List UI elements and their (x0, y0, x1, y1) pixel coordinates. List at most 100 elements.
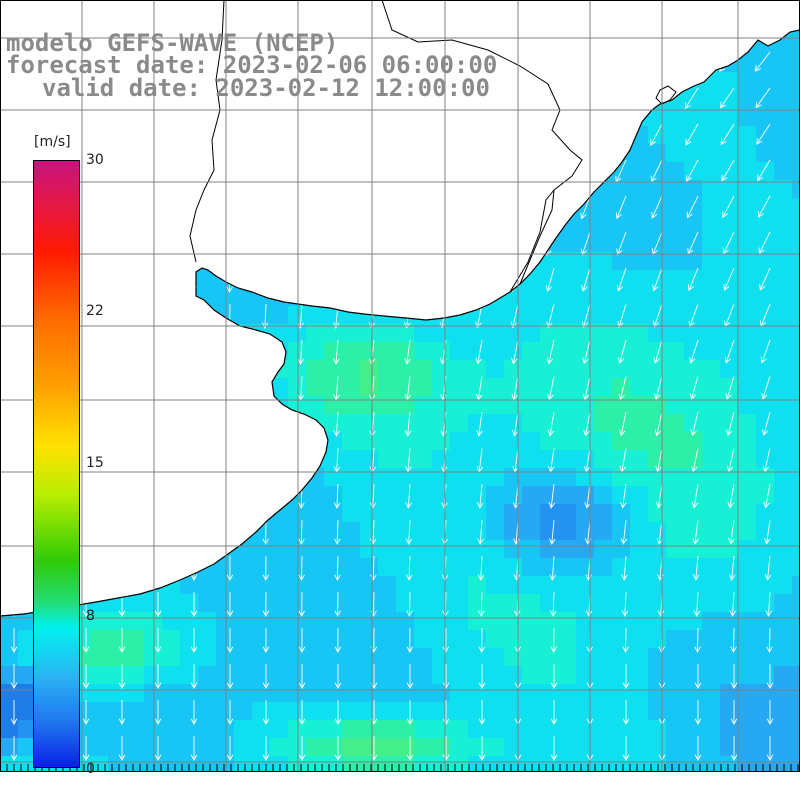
wind-speed-cell (234, 684, 253, 703)
wind-speed-cell (774, 486, 793, 505)
wind-speed-cell (450, 666, 469, 685)
wind-speed-cell (756, 414, 775, 433)
wind-speed-cell (702, 90, 721, 109)
wind-arrow-shaft (689, 303, 699, 327)
wind-arrow-shaft (758, 231, 771, 254)
wind-speed-cell (720, 90, 739, 109)
wind-speed-cell (270, 378, 289, 397)
wind-arrow-shaft (762, 375, 771, 400)
wind-speed-cell (720, 198, 739, 217)
wind-speed-cell (450, 468, 469, 487)
wind-speed-cell (612, 360, 631, 379)
wind-arrow-shaft (550, 447, 555, 472)
wind-speed-cell (756, 468, 775, 487)
wind-speed-cell (630, 702, 649, 721)
wind-speed-cell (576, 288, 595, 307)
wind-speed-cell (594, 540, 613, 559)
wind-speed-cell (684, 306, 703, 325)
wind-speed-cell (432, 684, 451, 703)
wind-speed-cell (666, 288, 685, 307)
wind-arrow (190, 592, 198, 617)
wind-arrow-head (262, 610, 270, 617)
wind-arrow (477, 519, 484, 545)
wind-speed-cell (594, 612, 613, 631)
wind-speed-cell (612, 666, 631, 685)
wind-speed-cell (270, 738, 289, 757)
wind-speed-cell (774, 288, 793, 307)
wind-speed-cell (522, 288, 541, 307)
wind-arrow-shaft (620, 411, 627, 436)
wind-speed-cell (558, 594, 577, 613)
wind-arrow (728, 555, 736, 581)
wind-arrow (621, 591, 629, 617)
wind-arrow (622, 700, 630, 725)
wind-speed-cell (774, 738, 793, 757)
wind-speed-cell (180, 612, 199, 631)
wind-speed-cell (774, 504, 793, 523)
wind-arrow-head (262, 538, 269, 545)
wind-arrow (442, 700, 450, 725)
wind-arrow (756, 123, 771, 145)
wind-speed-cell (108, 720, 127, 739)
wind-speed-cell (342, 414, 361, 433)
wind-speed-cell (486, 720, 505, 739)
wind-arrow (620, 519, 628, 545)
wind-arrow-head (763, 501, 770, 509)
wind-arrow-head (684, 102, 691, 110)
wind-speed-cell (666, 324, 685, 343)
wind-speed-cell (648, 558, 667, 577)
wind-speed-cell (792, 90, 800, 109)
wind-speed-cell (486, 756, 505, 775)
wind-speed-cell (324, 414, 343, 433)
wind-speed-cell (792, 144, 800, 163)
wind-speed-cell (540, 270, 559, 289)
wind-speed-cell (702, 612, 721, 631)
wind-speed-cell (630, 522, 649, 541)
wind-speed-cell (558, 450, 577, 469)
wind-speed-cell (234, 576, 253, 595)
wind-speed-cell (666, 738, 685, 757)
wind-arrow-head (334, 718, 342, 725)
wind-arrow-head (730, 682, 738, 689)
wind-speed-cell (738, 216, 757, 235)
wind-arrow-shaft (724, 303, 735, 327)
wind-speed-cell (720, 432, 739, 451)
wind-speed-cell (720, 342, 739, 361)
wind-speed-cell (792, 594, 800, 613)
wind-speed-cell (486, 612, 505, 631)
wind-arrow-shaft (408, 591, 411, 617)
wind-arrow (728, 519, 735, 545)
wind-speed-cell (774, 666, 793, 685)
wind-speed-cell (450, 486, 469, 505)
border-line (509, 189, 555, 293)
wind-speed-cell (252, 558, 271, 577)
wind-speed-cell (432, 396, 451, 415)
wind-speed-cell (612, 234, 631, 253)
wind-speed-cell (324, 702, 343, 721)
valid-date: valid date: 2023-02-12 12:00:00 (42, 74, 490, 102)
wind-speed-cell (684, 468, 703, 487)
wind-speed-cell (648, 648, 667, 667)
wind-arrow-head (82, 610, 90, 617)
wind-speed-cell (18, 648, 37, 667)
wind-arrow-head (582, 357, 589, 365)
wind-arrow (262, 519, 269, 545)
wind-speed-cell (630, 324, 649, 343)
wind-speed-cell (198, 648, 217, 667)
wind-speed-cell (486, 558, 505, 577)
wind-arrow-shaft (617, 231, 627, 255)
wind-speed-cell (702, 342, 721, 361)
wind-arrow-shaft (687, 231, 699, 255)
wind-speed-cell (666, 558, 685, 577)
wind-speed-cell (594, 702, 613, 721)
wind-speed-cell (234, 666, 253, 685)
wind-speed-cell (774, 198, 793, 217)
wind-speed-cell (594, 486, 613, 505)
wind-arrow-shaft (720, 123, 735, 145)
wind-arrow-head (298, 574, 305, 581)
wind-arrow-head (333, 358, 340, 365)
wind-speed-cell (792, 288, 800, 307)
wind-arrow-head (334, 610, 341, 617)
wind-speed-cell (684, 162, 703, 181)
wind-arrow (694, 736, 702, 761)
